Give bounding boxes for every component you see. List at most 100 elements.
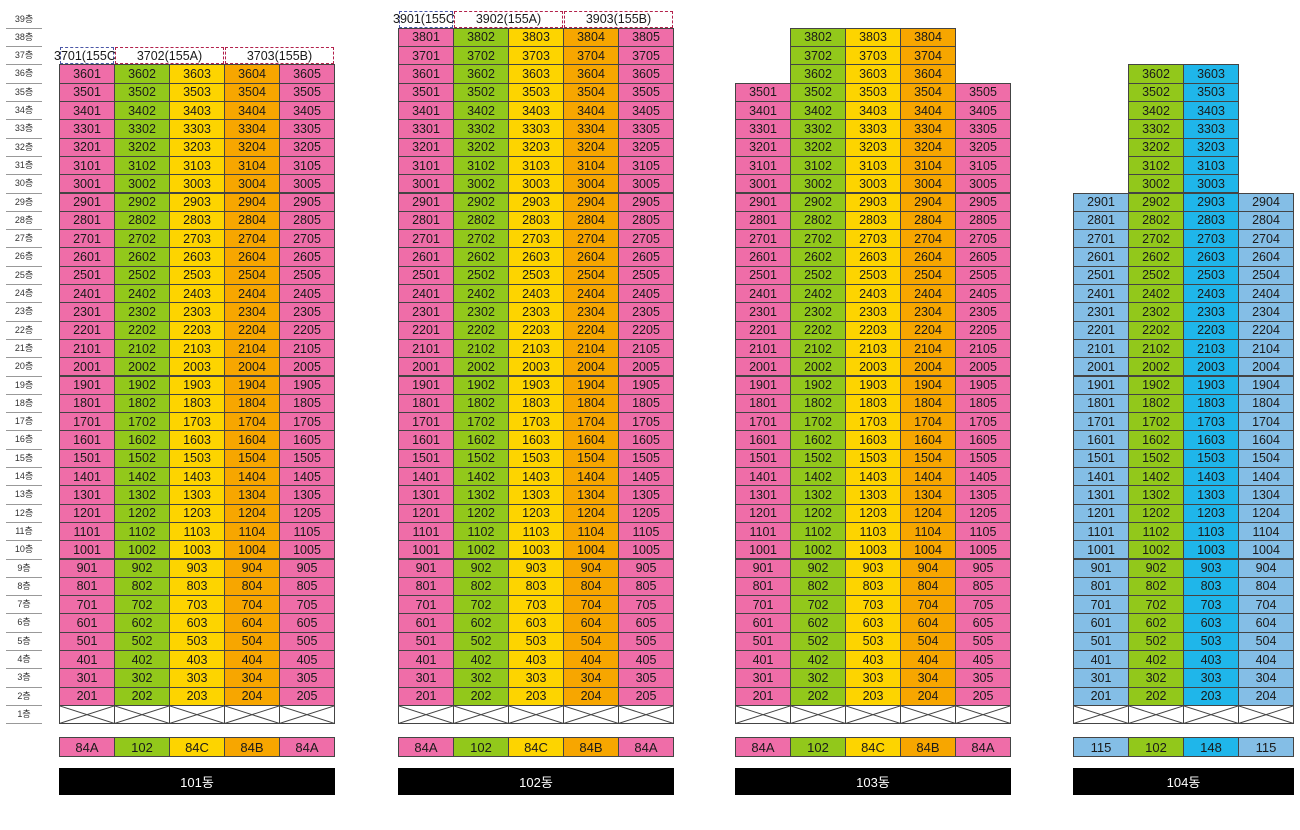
unit-cell[interactable]: 3804 <box>563 27 619 48</box>
unit-cell[interactable]: 2905 <box>279 192 335 212</box>
unit-cell[interactable]: 2504 <box>224 265 280 285</box>
unit-cell[interactable]: 2403 <box>508 284 564 304</box>
unit-cell[interactable]: 3204 <box>563 137 619 157</box>
unit-cell[interactable]: 1802 <box>114 393 170 414</box>
unit-cell[interactable]: 1705 <box>279 412 335 432</box>
unit-cell[interactable]: 1304 <box>1238 485 1294 505</box>
unit-cell[interactable]: 901 <box>735 558 791 578</box>
unit-cell[interactable]: 1601 <box>59 430 115 450</box>
unit-cell[interactable]: 2304 <box>563 302 619 322</box>
unit-cell[interactable]: 3602 <box>114 64 170 84</box>
unit-cell[interactable]: 1404 <box>563 467 619 487</box>
unit-cell[interactable]: 3205 <box>279 137 335 157</box>
unit-cell[interactable]: 205 <box>955 686 1011 706</box>
unit-cell[interactable]: 2202 <box>453 320 509 340</box>
unit-cell[interactable]: 3303 <box>845 119 901 139</box>
unit-cell[interactable]: 3003 <box>1183 174 1239 194</box>
unit-cell[interactable]: 1202 <box>114 503 170 523</box>
unit-cell[interactable]: 2102 <box>453 338 509 359</box>
unit-cell[interactable]: 2601 <box>59 247 115 267</box>
unit-cell[interactable]: 3501 <box>398 82 454 102</box>
unit-cell[interactable]: 2702 <box>114 229 170 249</box>
unit-cell[interactable]: 1001 <box>1073 540 1129 560</box>
unit-cell[interactable]: 2902 <box>1128 192 1184 212</box>
unit-cell[interactable]: 1702 <box>1128 412 1184 432</box>
unit-cell[interactable]: 2401 <box>59 284 115 304</box>
unit-cell[interactable]: 803 <box>1183 576 1239 597</box>
unit-cell[interactable]: 704 <box>224 595 280 615</box>
penthouse-unit[interactable]: 3902(155A) <box>454 10 563 28</box>
unit-cell[interactable]: 1301 <box>1073 485 1129 505</box>
unit-cell[interactable]: 1402 <box>790 467 846 487</box>
unit-cell[interactable]: 305 <box>955 668 1011 688</box>
unit-cell[interactable]: 3101 <box>59 155 115 176</box>
unit-cell[interactable]: 1605 <box>955 430 1011 450</box>
unit-cell[interactable]: 1905 <box>618 375 674 395</box>
unit-cell[interactable]: 2602 <box>114 247 170 267</box>
unit-cell[interactable]: 3503 <box>1183 82 1239 102</box>
unit-cell[interactable]: 3301 <box>59 119 115 139</box>
unit-cell[interactable]: 2905 <box>955 192 1011 212</box>
unit-cell[interactable]: 702 <box>114 595 170 615</box>
unit-cell[interactable]: 1604 <box>1238 430 1294 450</box>
unit-cell[interactable]: 2002 <box>790 357 846 377</box>
unit-cell[interactable]: 904 <box>563 558 619 578</box>
unit-cell[interactable]: 2702 <box>453 229 509 249</box>
unit-cell[interactable]: 2405 <box>618 284 674 304</box>
unit-cell[interactable]: 1905 <box>955 375 1011 395</box>
unit-cell[interactable]: 3602 <box>1128 64 1184 84</box>
unit-cell[interactable]: 1003 <box>845 540 901 560</box>
unit-cell[interactable]: 2005 <box>955 357 1011 377</box>
unit-cell[interactable]: 905 <box>279 558 335 578</box>
unit-cell[interactable]: 1204 <box>1238 503 1294 523</box>
unit-cell[interactable]: 3205 <box>955 137 1011 157</box>
unit-cell[interactable]: 2402 <box>790 284 846 304</box>
unit-cell[interactable]: 903 <box>169 558 225 578</box>
unit-cell[interactable]: 901 <box>59 558 115 578</box>
unit-cell[interactable]: 2201 <box>1073 320 1129 340</box>
unit-cell[interactable]: 2302 <box>1128 302 1184 322</box>
unit-cell[interactable]: 1804 <box>1238 393 1294 414</box>
penthouse-unit[interactable]: 3903(155B) <box>564 10 673 28</box>
unit-cell[interactable]: 2805 <box>955 210 1011 231</box>
unit-cell[interactable]: 1605 <box>618 430 674 450</box>
unit-cell[interactable]: 601 <box>59 613 115 633</box>
unit-cell[interactable]: 904 <box>900 558 956 578</box>
unit-cell[interactable]: 402 <box>1128 650 1184 670</box>
unit-cell[interactable]: 1903 <box>508 375 564 395</box>
unit-cell[interactable]: 2904 <box>1238 192 1294 212</box>
unit-cell[interactable]: 202 <box>114 686 170 706</box>
unit-cell[interactable]: 2003 <box>845 357 901 377</box>
unit-cell[interactable]: 2105 <box>279 338 335 359</box>
unit-cell[interactable]: 3505 <box>618 82 674 102</box>
unit-cell[interactable]: 1903 <box>1183 375 1239 395</box>
unit-cell[interactable]: 1601 <box>1073 430 1129 450</box>
unit-cell[interactable]: 303 <box>508 668 564 688</box>
unit-cell[interactable]: 1901 <box>59 375 115 395</box>
unit-cell[interactable]: 2204 <box>900 320 956 340</box>
unit-cell[interactable]: 1505 <box>279 448 335 468</box>
unit-cell[interactable]: 2403 <box>169 284 225 304</box>
unit-cell[interactable]: 3102 <box>114 155 170 176</box>
unit-cell[interactable]: 3203 <box>169 137 225 157</box>
unit-cell[interactable]: 1304 <box>563 485 619 505</box>
unit-cell[interactable]: 902 <box>453 558 509 578</box>
unit-cell[interactable]: 801 <box>398 576 454 597</box>
unit-cell[interactable]: 2902 <box>114 192 170 212</box>
unit-cell[interactable]: 2503 <box>845 265 901 285</box>
unit-cell[interactable]: 3104 <box>900 155 956 176</box>
unit-cell[interactable]: 3303 <box>169 119 225 139</box>
unit-cell[interactable]: 1005 <box>618 540 674 560</box>
unit-cell[interactable]: 1903 <box>169 375 225 395</box>
unit-cell[interactable]: 2305 <box>955 302 1011 322</box>
unit-cell[interactable]: 1401 <box>59 467 115 487</box>
unit-cell[interactable]: 201 <box>398 686 454 706</box>
unit-cell[interactable]: 401 <box>1073 650 1129 670</box>
unit-cell[interactable]: 501 <box>1073 631 1129 651</box>
unit-cell[interactable]: 3703 <box>508 46 564 66</box>
unit-cell[interactable]: 601 <box>1073 613 1129 633</box>
unit-cell[interactable]: 2805 <box>618 210 674 231</box>
unit-cell[interactable]: 2603 <box>845 247 901 267</box>
unit-cell[interactable]: 3302 <box>114 119 170 139</box>
unit-cell[interactable]: 1302 <box>1128 485 1184 505</box>
